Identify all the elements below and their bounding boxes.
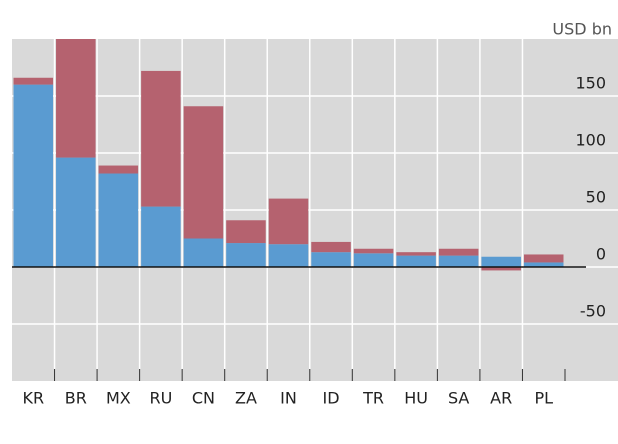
bar-segment [481,267,521,271]
bar-segment [141,206,181,267]
bar-segment [311,252,351,267]
x-tick-label: RU [149,389,172,408]
bar-segment [523,254,564,263]
bar-segment [268,198,309,245]
axis-unit: USD bn [552,20,612,39]
bar-segment [141,70,181,207]
bar-segment [481,256,521,267]
x-tick-label: HU [404,389,428,408]
x-tick-label: CN [192,389,215,408]
y-tick-label: 100 [575,131,606,150]
bar-segment [13,84,54,267]
bar-segment [98,173,139,267]
x-tick-label: AR [490,389,512,408]
bar-segment [353,253,394,267]
bar-segment [268,244,309,267]
x-tick-label: TR [362,389,384,408]
bar-segment [13,77,54,85]
x-tick-label: BR [65,389,87,408]
y-tick-label: -50 [580,302,606,321]
bar-segment [183,106,224,239]
bar-segment [56,39,96,158]
x-tick-label: SA [448,389,469,408]
y-tick-label: 0 [596,245,606,264]
bar-segment [523,262,564,267]
bar-segment [226,243,266,267]
bar-segment [396,255,436,267]
x-tick-label: IN [280,389,297,408]
x-tick-label: MX [106,389,131,408]
y-tick-label: 150 [575,74,606,93]
bar-segment [98,165,139,174]
bar-segment [396,252,436,256]
bar-segment [438,248,479,256]
bar-segment [311,241,351,253]
y-tick-label: 50 [586,188,606,207]
x-tick-label: ID [323,389,340,408]
x-tick-label: ZA [235,389,257,408]
bar-segment [226,220,266,244]
x-tick-label: PL [534,389,553,408]
bar-segment [183,238,224,267]
bar-segment [353,248,394,254]
bar-segment [56,157,96,267]
bar-segment [438,255,479,267]
x-tick-label: KR [22,389,44,408]
